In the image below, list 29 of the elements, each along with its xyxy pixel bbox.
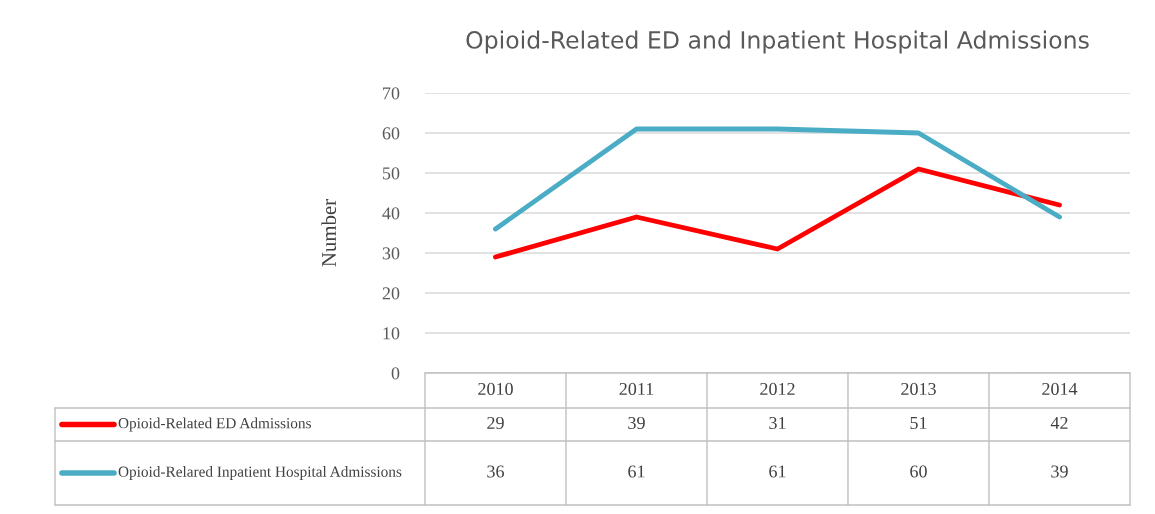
- x-tick-label: 2014: [1042, 382, 1078, 396]
- y-tick-label: 50: [382, 167, 400, 180]
- data-label: 61: [628, 465, 645, 478]
- x-tick-label: 2013: [901, 382, 936, 396]
- data-label: 36: [487, 465, 504, 478]
- y-tick-label: 10: [383, 327, 400, 340]
- legend-label: Opioid-Related ED Admissions: [118, 417, 311, 432]
- chart-title: Opioid-Related ED and Inpatient Hospital Admissions: [466, 30, 1089, 54]
- data-label: 60: [910, 465, 927, 478]
- x-tick-label: 2010: [478, 382, 513, 396]
- data-label: 39: [628, 416, 645, 430]
- y-tick-label: 70: [383, 87, 400, 100]
- data-label: 39: [1051, 465, 1068, 478]
- data-label: 51: [910, 416, 927, 430]
- y-tick-label: 20: [382, 287, 400, 300]
- y-tick-label: 30: [382, 247, 400, 260]
- legend-label: Opioid-Relared Inpatient Hospital Admissions: [118, 466, 402, 480]
- line-series: [493, 166, 1062, 260]
- data-label: 31: [769, 416, 786, 430]
- y-tick-label: 0: [391, 367, 400, 380]
- y-tick-label: 60: [382, 127, 400, 140]
- data-label: 61: [769, 465, 786, 478]
- y-tick-label: 40: [382, 207, 400, 220]
- data-label: 42: [1050, 416, 1068, 429]
- x-tick-label: 2011: [619, 382, 654, 396]
- line-series: [493, 126, 1062, 232]
- y-axis-title: Number: [321, 199, 337, 267]
- x-tick-label: 2012: [760, 382, 795, 396]
- data-label: 29: [487, 416, 504, 430]
